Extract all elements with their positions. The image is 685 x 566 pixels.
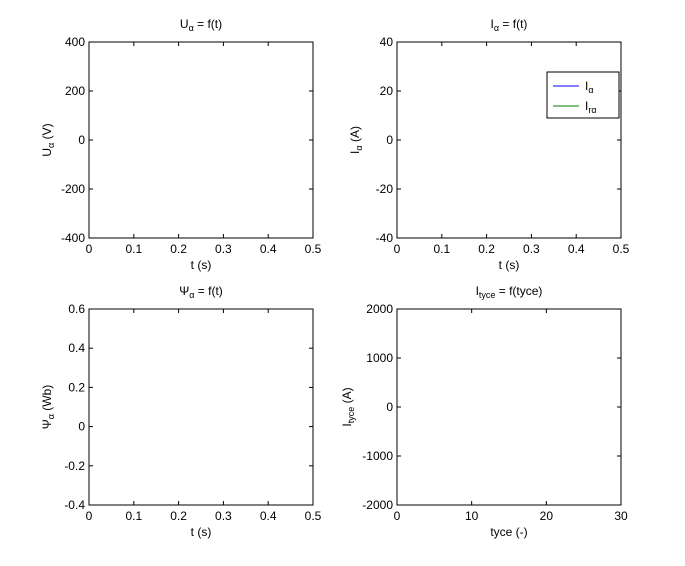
y-tick-label: -40 bbox=[376, 231, 394, 245]
x-tick-label: 0.4 bbox=[260, 509, 277, 523]
y-tick-label: 0.2 bbox=[68, 380, 85, 394]
x-tick-label: 0.4 bbox=[568, 242, 585, 256]
chart-title: Uα = f(t) bbox=[180, 17, 222, 33]
x-axis-label: t (s) bbox=[191, 258, 212, 272]
x-tick-label: 0.3 bbox=[523, 242, 540, 256]
legend-label: Irα bbox=[585, 99, 597, 115]
y-tick-label: -200 bbox=[61, 182, 85, 196]
y-axis-label: Ψα (Wb) bbox=[40, 385, 56, 430]
y-tick-label: 0 bbox=[78, 133, 85, 147]
current-cycles-chart: 0 10 20 30 -2000 -1000 0 1000 2000 Ityce = f(tyce… bbox=[340, 284, 628, 539]
x-tick-label: 0 bbox=[394, 509, 401, 523]
y-axis-label: Iα (A) bbox=[348, 126, 364, 154]
y-tick-label: 0 bbox=[78, 420, 85, 434]
chart-title: Ψα = f(t) bbox=[179, 284, 223, 300]
y-tick-label: 0.6 bbox=[68, 302, 85, 316]
y-tick-label: -0.2 bbox=[64, 459, 85, 473]
chart-title: Iα = f(t) bbox=[491, 17, 528, 33]
x-tick-label: 10 bbox=[465, 509, 479, 523]
current-alpha-chart: 0 0.1 0.2 0.3 0.4 0.5 -40 -20 0 20 40 Iα = f(t) t (s… bbox=[348, 17, 630, 272]
x-tick-label: 0.2 bbox=[478, 242, 495, 256]
x-tick-label: 0.3 bbox=[215, 242, 232, 256]
y-tick-label: -0.4 bbox=[64, 498, 85, 512]
x-tick-label: 20 bbox=[540, 509, 554, 523]
x-tick-label: 0.1 bbox=[433, 242, 450, 256]
x-tick-label: 0 bbox=[86, 509, 93, 523]
y-tick-label: 40 bbox=[380, 35, 394, 49]
x-tick-label: 0.4 bbox=[260, 242, 277, 256]
y-axis-label: Uα (V) bbox=[40, 123, 56, 156]
y-tick-label: -20 bbox=[376, 182, 394, 196]
x-tick-label: 30 bbox=[614, 509, 628, 523]
y-tick-label: 1000 bbox=[366, 351, 393, 365]
x-tick-label: 0.1 bbox=[125, 242, 142, 256]
y-tick-label: 200 bbox=[65, 84, 85, 98]
y-tick-label: -1000 bbox=[362, 449, 393, 463]
x-tick-label: 0.2 bbox=[170, 509, 187, 523]
y-tick-label: 0 bbox=[386, 133, 393, 147]
y-tick-label: 0.4 bbox=[68, 341, 85, 355]
x-axis-label: t (s) bbox=[191, 525, 212, 539]
x-tick-label: 0.5 bbox=[305, 509, 322, 523]
x-tick-label: 0.3 bbox=[215, 509, 232, 523]
y-axis-label: Ityce (A) bbox=[340, 387, 356, 426]
flux-alpha-chart: 0 0.1 0.2 0.3 0.4 0.5 -0.4 -0.2 0 0.2 0.4 0.6 Ψα = f… bbox=[40, 284, 322, 539]
y-tick-label: -400 bbox=[61, 231, 85, 245]
legend-label: Iα bbox=[585, 79, 594, 95]
y-tick-label: 20 bbox=[380, 84, 394, 98]
plot-frame bbox=[396, 308, 622, 506]
x-tick-label: 0.5 bbox=[305, 242, 322, 256]
x-tick-label: 0.5 bbox=[613, 242, 630, 256]
plot-frame bbox=[88, 41, 314, 239]
voltage-alpha-chart: 0 0.1 0.2 0.3 0.4 0.5 -400 -200 0 200 400 Uα = f(t)… bbox=[40, 17, 322, 272]
x-tick-label: 0.1 bbox=[125, 509, 142, 523]
x-tick-label: 0.2 bbox=[170, 242, 187, 256]
x-axis-label: tyce (-) bbox=[490, 525, 527, 539]
legend-box bbox=[546, 71, 620, 119]
plot-frame bbox=[396, 41, 622, 239]
y-tick-label: 0 bbox=[386, 400, 393, 414]
y-tick-label: -2000 bbox=[362, 498, 393, 512]
y-tick-label: 400 bbox=[65, 35, 85, 49]
x-axis-label: t (s) bbox=[499, 258, 520, 272]
plot-frame bbox=[88, 308, 314, 506]
y-tick-label: 2000 bbox=[366, 302, 393, 316]
x-tick-label: 0 bbox=[86, 242, 93, 256]
x-tick-label: 0 bbox=[394, 242, 401, 256]
chart-title: Ityce = f(tyce) bbox=[476, 284, 543, 300]
